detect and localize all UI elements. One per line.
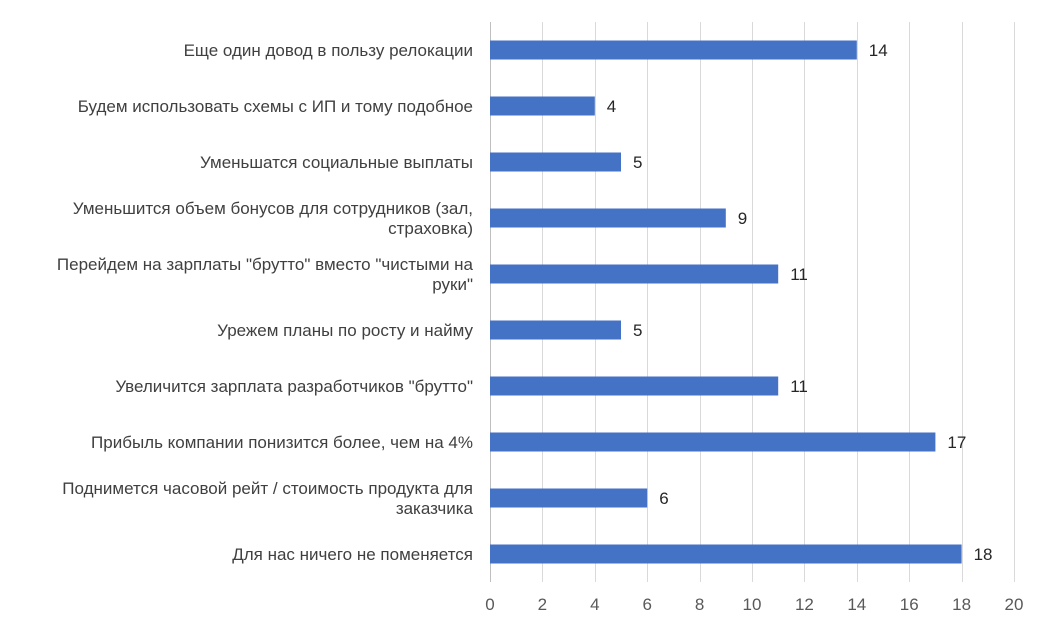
category-label: Для нас ничего не поменяется bbox=[232, 545, 473, 564]
category-labels: Еще один довод в пользу релокации Будем и… bbox=[57, 41, 474, 564]
value-labels: 14 4 5 9 11 5 11 17 6 18 bbox=[607, 41, 993, 564]
category-label: Перейдем на зарплаты "брутто" вместо "чи… bbox=[57, 255, 474, 294]
bars bbox=[490, 40, 962, 564]
x-tick-label: 16 bbox=[900, 595, 919, 614]
category-label: Увеличится зарплата разработчиков "брутт… bbox=[115, 377, 473, 396]
category-label-line: заказчика bbox=[396, 499, 474, 518]
category-label: Урежем планы по росту и найму bbox=[217, 321, 473, 340]
category-label-line: Уменьшатся социальные выплаты bbox=[200, 153, 473, 172]
x-tick-label: 18 bbox=[952, 595, 971, 614]
category-label-line: Еще один довод в пользу релокации bbox=[184, 41, 473, 60]
x-tick-label: 20 bbox=[1005, 595, 1024, 614]
bar bbox=[490, 152, 621, 172]
x-tick-label: 2 bbox=[538, 595, 547, 614]
category-label: Уменьшатся социальные выплаты bbox=[200, 153, 473, 172]
bar bbox=[490, 40, 857, 60]
x-tick-label: 10 bbox=[743, 595, 762, 614]
bar bbox=[490, 96, 595, 116]
category-label: Уменьшится объем бонусов для сотрудников… bbox=[73, 199, 473, 238]
data-label: 9 bbox=[738, 209, 747, 228]
category-label-line: Уменьшится объем бонусов для сотрудников… bbox=[73, 199, 473, 218]
category-label: Поднимется часовой рейт / стоимость прод… bbox=[62, 479, 473, 518]
x-tick-label: 12 bbox=[795, 595, 814, 614]
category-label-line: страховка) bbox=[388, 219, 473, 238]
bar bbox=[490, 488, 648, 508]
bar bbox=[490, 544, 962, 564]
data-label: 6 bbox=[659, 489, 668, 508]
category-label: Еще один довод в пользу релокации bbox=[184, 41, 473, 60]
x-tick-label: 8 bbox=[695, 595, 704, 614]
category-label: Прибыль компании понизится более, чем на… bbox=[91, 433, 473, 452]
bar bbox=[490, 208, 726, 228]
category-label-line: Увеличится зарплата разработчиков "брутт… bbox=[115, 377, 473, 396]
data-label: 4 bbox=[607, 97, 616, 116]
data-label: 11 bbox=[790, 265, 808, 284]
category-label-line: Будем использовать схемы с ИП и тому под… bbox=[78, 97, 473, 116]
category-label: Будем использовать схемы с ИП и тому под… bbox=[78, 97, 473, 116]
bar bbox=[490, 264, 779, 284]
category-label-line: Урежем планы по росту и найму bbox=[217, 321, 473, 340]
bar bbox=[490, 376, 779, 396]
category-label-line: Поднимется часовой рейт / стоимость прод… bbox=[62, 479, 473, 498]
x-tick-label: 4 bbox=[590, 595, 599, 614]
bar bbox=[490, 320, 621, 340]
x-axis-ticks: 0 2 4 6 8 10 12 14 16 18 20 bbox=[485, 595, 1023, 614]
category-label-line: руки" bbox=[432, 275, 473, 294]
category-label-line: Для нас ничего не поменяется bbox=[232, 545, 473, 564]
data-label: 11 bbox=[790, 377, 808, 396]
category-label-line: Прибыль компании понизится более, чем на… bbox=[91, 433, 473, 452]
data-label: 14 bbox=[869, 41, 888, 60]
x-tick-label: 6 bbox=[642, 595, 651, 614]
data-label: 5 bbox=[633, 321, 642, 340]
data-label: 5 bbox=[633, 153, 642, 172]
bar bbox=[490, 432, 936, 452]
x-tick-label: 0 bbox=[485, 595, 494, 614]
data-label: 17 bbox=[947, 433, 966, 452]
category-label-line: Перейдем на зарплаты "брутто" вместо "чи… bbox=[57, 255, 474, 274]
x-tick-label: 14 bbox=[847, 595, 866, 614]
data-label: 18 bbox=[974, 545, 993, 564]
